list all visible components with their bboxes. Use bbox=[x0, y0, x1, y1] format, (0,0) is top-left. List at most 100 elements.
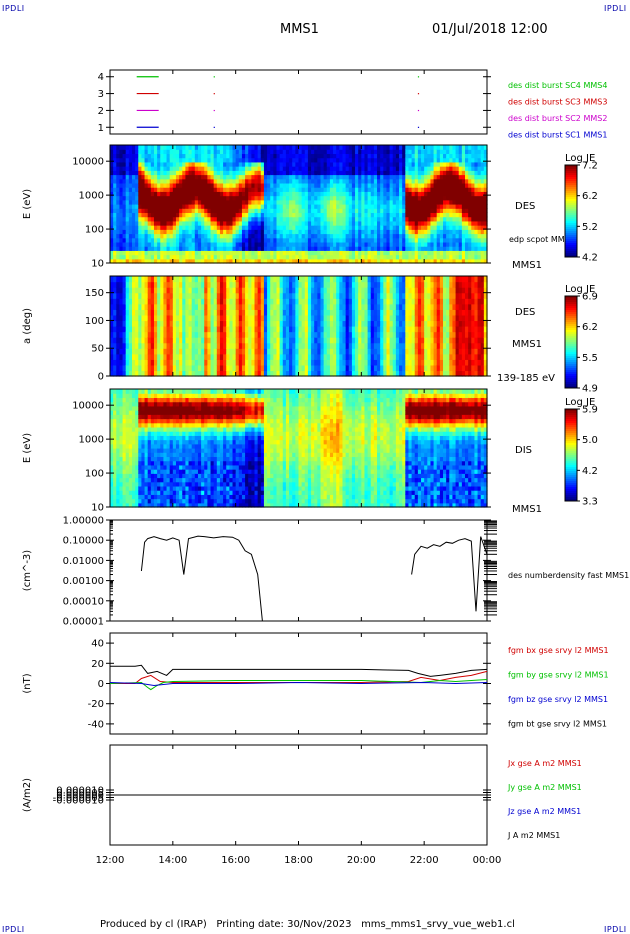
heatmap-cell bbox=[298, 326, 303, 333]
heatmap-cell bbox=[323, 276, 328, 283]
heatmap-cell bbox=[116, 364, 121, 372]
heatmap-cell bbox=[166, 309, 171, 316]
heatmap-cell bbox=[285, 254, 290, 260]
heatmap-cell bbox=[194, 199, 199, 205]
heatmap-cell bbox=[179, 292, 183, 299]
heatmap-cell bbox=[194, 359, 199, 366]
heatmap-cell bbox=[389, 314, 394, 322]
heatmap-cell bbox=[122, 191, 127, 197]
heatmap-cell bbox=[373, 254, 378, 260]
heatmap-cell bbox=[458, 161, 463, 167]
heatmap-cell bbox=[254, 157, 259, 163]
heatmap-cell bbox=[135, 292, 139, 299]
heatmap-cell bbox=[317, 326, 322, 333]
heatmap-cell bbox=[172, 331, 177, 338]
heatmap-cell bbox=[260, 174, 265, 180]
heatmap-cell bbox=[326, 314, 331, 322]
heatmap-cell bbox=[342, 191, 347, 197]
heatmap-cell bbox=[125, 174, 130, 180]
heatmap-cell bbox=[461, 153, 466, 159]
heatmap-cell bbox=[474, 246, 479, 251]
heatmap-cell bbox=[358, 337, 362, 344]
heatmap-cell bbox=[361, 220, 366, 226]
heatmap-cell bbox=[477, 178, 482, 184]
heatmap-cell bbox=[113, 216, 117, 222]
heatmap-cell bbox=[185, 233, 190, 239]
heatmap-cell bbox=[232, 208, 237, 214]
heatmap-cell bbox=[122, 195, 127, 201]
heatmap-cell bbox=[383, 287, 388, 294]
heatmap-cell bbox=[182, 229, 186, 235]
heatmap-cell bbox=[223, 348, 227, 355]
heatmap-cell bbox=[169, 216, 174, 222]
heatmap-cell bbox=[285, 191, 290, 197]
heatmap-cell bbox=[304, 281, 309, 288]
heatmap-cell bbox=[348, 309, 353, 316]
heatmap-cell bbox=[138, 216, 143, 222]
heatmap-cell bbox=[248, 241, 252, 247]
heatmap-cell bbox=[298, 229, 303, 235]
heatmap-cell bbox=[257, 216, 262, 222]
heatmap-cell bbox=[377, 292, 381, 299]
heatmap-cell bbox=[263, 225, 268, 230]
heatmap-cell bbox=[355, 195, 359, 201]
heatmap-cell bbox=[188, 208, 193, 214]
heatmap-cell bbox=[361, 314, 366, 322]
heatmap-cell bbox=[204, 216, 208, 222]
heatmap-cell bbox=[436, 178, 441, 184]
heatmap-cell bbox=[263, 303, 268, 310]
heatmap-cell bbox=[465, 229, 469, 235]
heatmap-cell bbox=[204, 241, 208, 247]
heatmap-cell bbox=[197, 364, 202, 372]
heatmap-cell bbox=[373, 292, 378, 299]
heatmap-cell bbox=[194, 309, 199, 316]
heatmap-cell bbox=[323, 157, 328, 163]
heatmap-cell bbox=[461, 246, 466, 251]
heatmap-cell bbox=[131, 276, 136, 283]
heatmap-cell bbox=[267, 237, 271, 243]
heatmap-cell bbox=[219, 254, 224, 260]
heatmap-cell bbox=[238, 370, 243, 377]
heatmap-cell bbox=[333, 229, 337, 235]
heatmap-cell bbox=[248, 178, 252, 184]
heatmap-cell bbox=[455, 166, 460, 171]
heatmap-cell bbox=[238, 353, 243, 360]
heatmap-cell bbox=[417, 250, 422, 256]
heatmap-cell bbox=[147, 233, 152, 239]
heatmap-cell bbox=[405, 216, 410, 222]
heatmap-cell bbox=[427, 195, 432, 201]
heatmap-cell bbox=[446, 225, 450, 230]
heatmap-cell bbox=[185, 370, 190, 377]
heatmap-cell bbox=[169, 348, 174, 355]
heatmap-cell bbox=[166, 191, 171, 197]
heatmap-cell bbox=[311, 314, 315, 322]
heatmap-cell bbox=[389, 233, 394, 239]
heatmap-cell bbox=[436, 195, 441, 201]
heatmap-cell bbox=[188, 337, 193, 344]
heatmap-cell bbox=[207, 254, 212, 260]
heatmap-cell bbox=[254, 153, 259, 159]
heatmap-cell bbox=[241, 178, 246, 184]
heatmap-cell bbox=[358, 157, 362, 163]
heatmap-cell bbox=[160, 254, 165, 260]
heatmap-cell bbox=[241, 353, 246, 360]
heatmap-cell bbox=[461, 145, 466, 150]
heatmap-cell bbox=[314, 298, 318, 305]
heatmap-cell bbox=[399, 212, 403, 218]
heatmap-cell bbox=[443, 153, 447, 159]
heatmap-cell bbox=[326, 187, 331, 192]
heatmap-cell bbox=[267, 149, 271, 155]
heatmap-cell bbox=[163, 337, 168, 344]
heatmap-cell bbox=[377, 170, 381, 176]
heatmap-cell bbox=[436, 237, 441, 243]
heatmap-cell bbox=[254, 303, 259, 310]
heatmap-cell bbox=[257, 258, 262, 264]
heatmap-cell bbox=[131, 178, 136, 184]
heatmap-cell bbox=[138, 276, 143, 283]
heatmap-cell bbox=[270, 191, 274, 197]
heatmap-cell bbox=[301, 233, 306, 239]
heatmap-cell bbox=[232, 216, 237, 222]
heatmap-cell bbox=[257, 191, 262, 197]
heatmap-cell bbox=[373, 233, 378, 239]
heatmap-cell bbox=[386, 166, 391, 171]
